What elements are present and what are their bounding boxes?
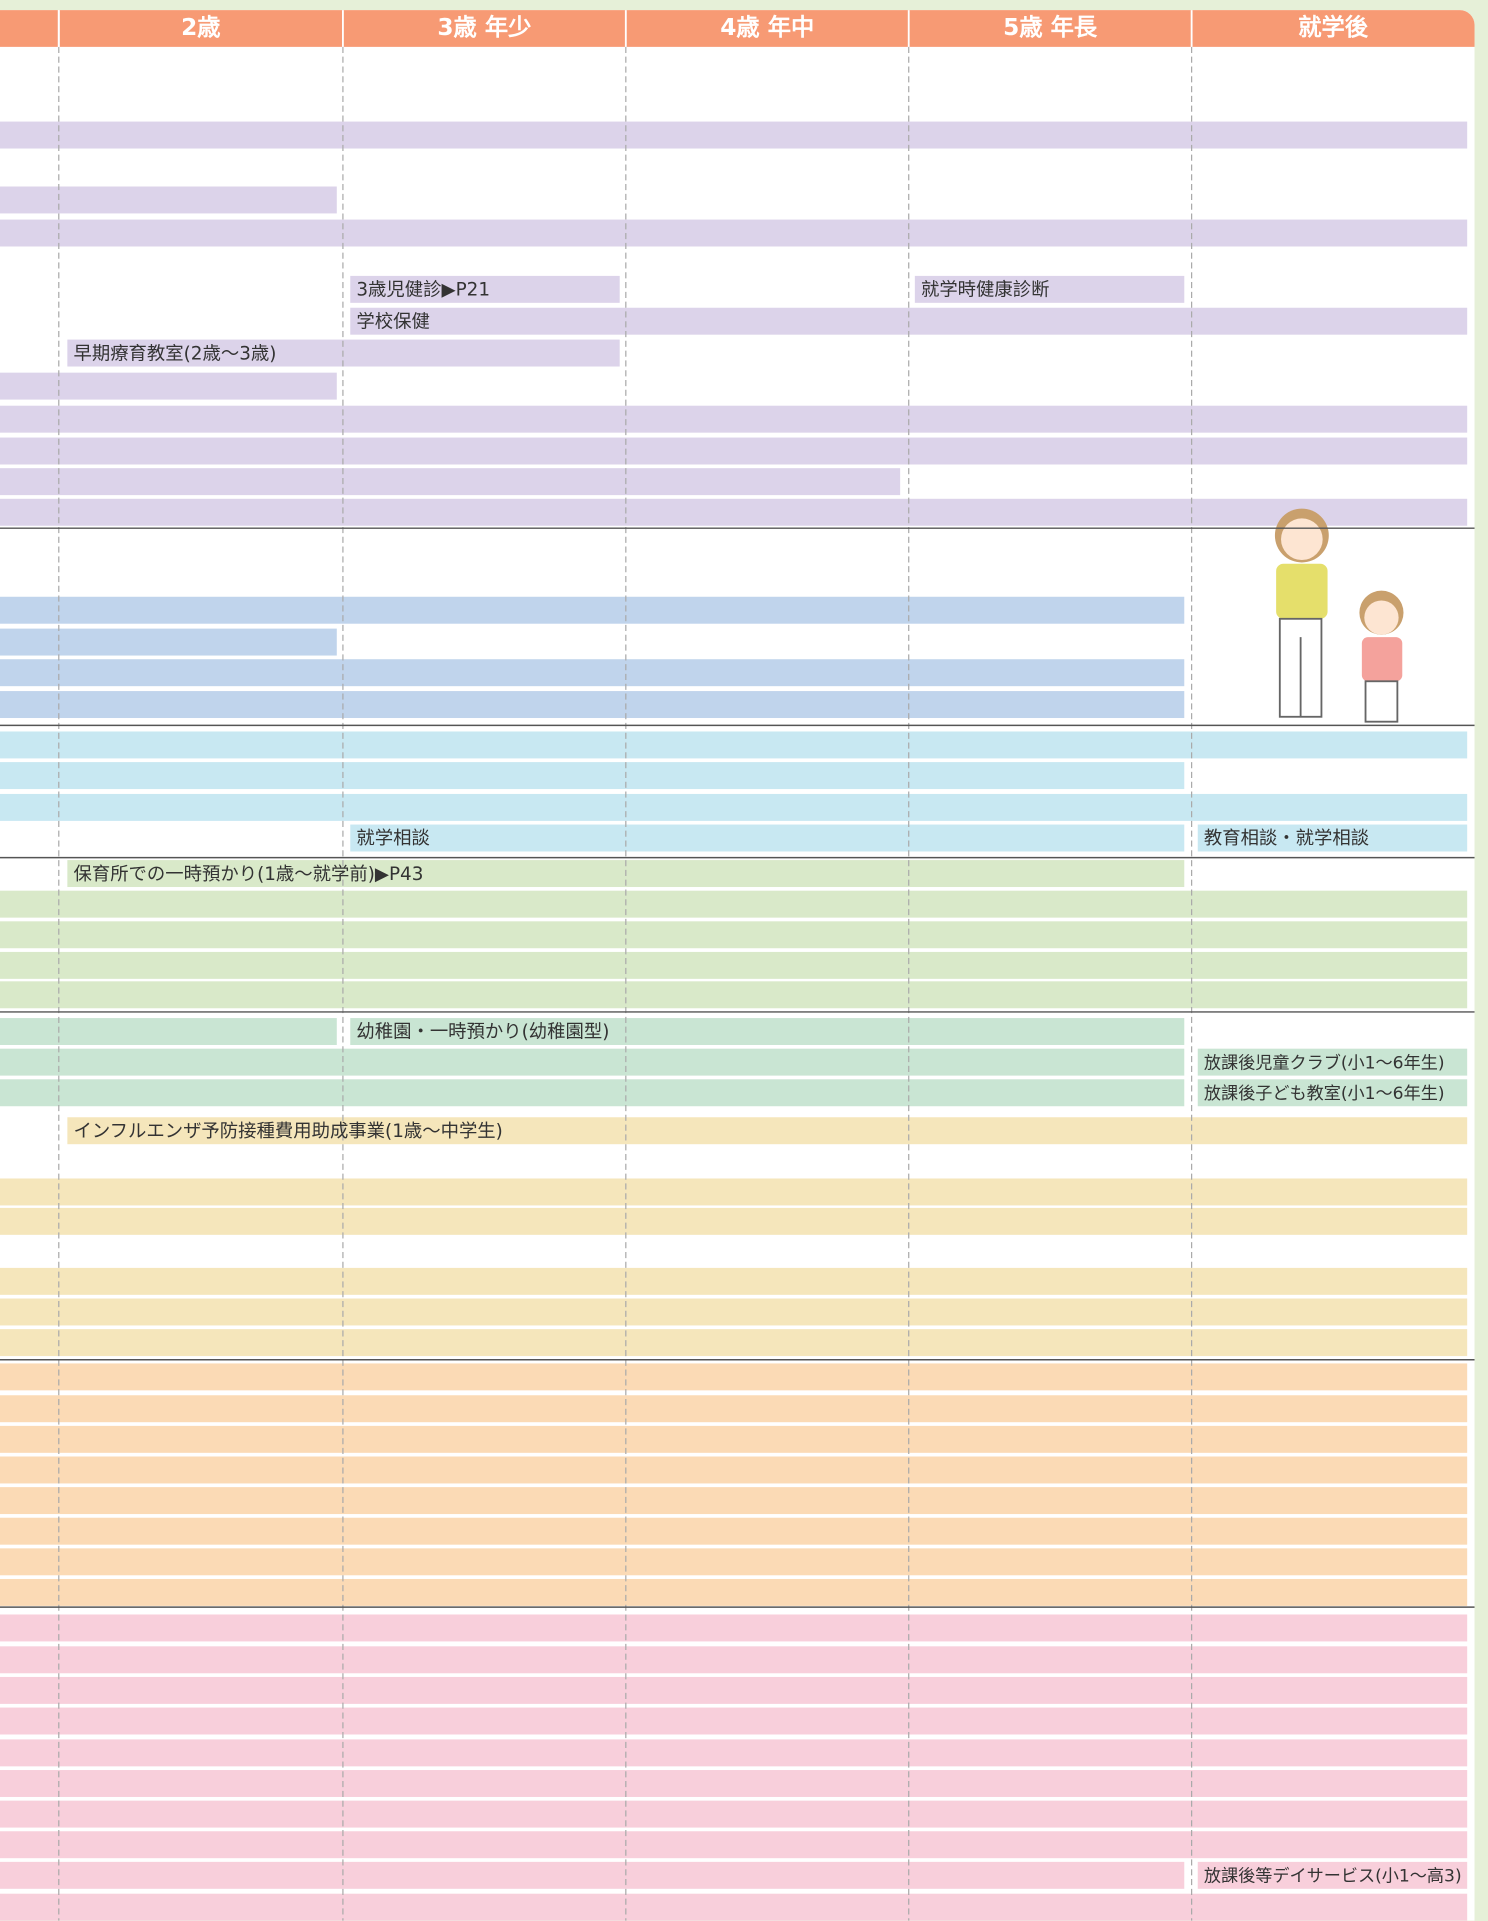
program-label: 教育相談・就学相談: [1204, 828, 1369, 849]
program-bar: [0, 793, 1468, 821]
program-label: 放課後児童クラブ(小1〜6年生): [1204, 1052, 1445, 1073]
program-bar: [914, 275, 1185, 303]
program-label: インフルエンザ予防接種費用助成事業(1歳〜中学生): [73, 1121, 502, 1142]
illustration: [1274, 508, 1404, 723]
program-bar: [0, 1770, 1468, 1797]
program-bar: [1197, 1048, 1468, 1076]
program-bar: [0, 1425, 1468, 1453]
program-label: 3歳児健診▶P21: [356, 280, 490, 301]
program-bar: [0, 596, 1185, 624]
program-bar: [0, 1207, 1468, 1235]
program-label: 幼稚園・一時預かり(幼稚園型): [356, 1022, 609, 1043]
program-bar: [0, 951, 1468, 979]
program-bar: [0, 437, 1468, 465]
program-bar: [0, 1548, 1468, 1576]
program-bar: [0, 762, 1185, 790]
program-bar: [0, 1676, 1468, 1704]
program-bar: [0, 405, 1468, 433]
program-label: 早期療育教室(2歳〜3歳): [73, 343, 276, 364]
program-bar: [0, 981, 1468, 1009]
column-header: 4歳 年中: [720, 14, 814, 41]
program-bar: [0, 1395, 1468, 1423]
program-bar: [0, 1861, 1185, 1889]
program-bar: [350, 275, 620, 303]
program-bar: [0, 1646, 1468, 1674]
program-bar: [0, 1893, 1468, 1921]
program-bar: [0, 731, 1468, 759]
program-bar: [0, 1578, 1468, 1606]
program-bar: [0, 890, 1468, 918]
program-bar: [0, 1831, 1468, 1859]
program-bar: [0, 1018, 337, 1046]
program-bar: [1197, 824, 1468, 852]
program-bar: [350, 1018, 1185, 1046]
program-bar: [0, 186, 337, 214]
program-bar: [0, 372, 337, 400]
program-bar: [0, 121, 1468, 149]
program-bar: [0, 1079, 1185, 1107]
program-bar: [0, 1739, 1468, 1767]
column-header: 3歳 年少: [437, 14, 531, 41]
column-header: 就学後: [1298, 14, 1369, 41]
program-bar: [0, 1800, 1468, 1828]
program-bar: [67, 1117, 1468, 1145]
program-bar: [0, 691, 1185, 719]
program-label: 就学相談: [356, 828, 429, 849]
program-label: 放課後子ども教室(小1〜6年生): [1204, 1084, 1445, 1104]
program-bar: [0, 219, 1468, 247]
program-bar: [0, 659, 1185, 687]
column-header: 2歳: [181, 14, 220, 41]
program-label: 放課後等デイサービス(小1〜高3): [1204, 1866, 1462, 1887]
program-bar: [350, 824, 1185, 852]
program-label: 学校保健: [356, 311, 429, 332]
program-bar: [0, 1517, 1468, 1545]
program-bar: [0, 1048, 1185, 1076]
program-bar: [0, 1456, 1468, 1484]
program-label: 就学時健康診断: [921, 280, 1050, 301]
program-bar: [0, 921, 1468, 949]
program-bar: [0, 468, 901, 496]
program-bar: [0, 1363, 1468, 1391]
program-bar: [0, 1329, 1468, 1357]
program-bar: [1197, 1079, 1468, 1107]
program-bar: [0, 1614, 1468, 1642]
header-bar: [0, 10, 1475, 47]
column-header: 5歳 年長: [1003, 14, 1098, 41]
program-bar: [0, 1298, 1468, 1326]
program-bar: [0, 498, 1468, 526]
program-bar: [1197, 1861, 1468, 1889]
program-bar: [0, 1487, 1468, 1515]
program-bar: [0, 1267, 1468, 1295]
program-bar: [0, 628, 337, 656]
program-bar: [0, 1707, 1468, 1735]
program-bar: [0, 1178, 1468, 1206]
program-label: 保育所での一時預かり(1歳〜就学前)▶P43: [73, 864, 423, 885]
